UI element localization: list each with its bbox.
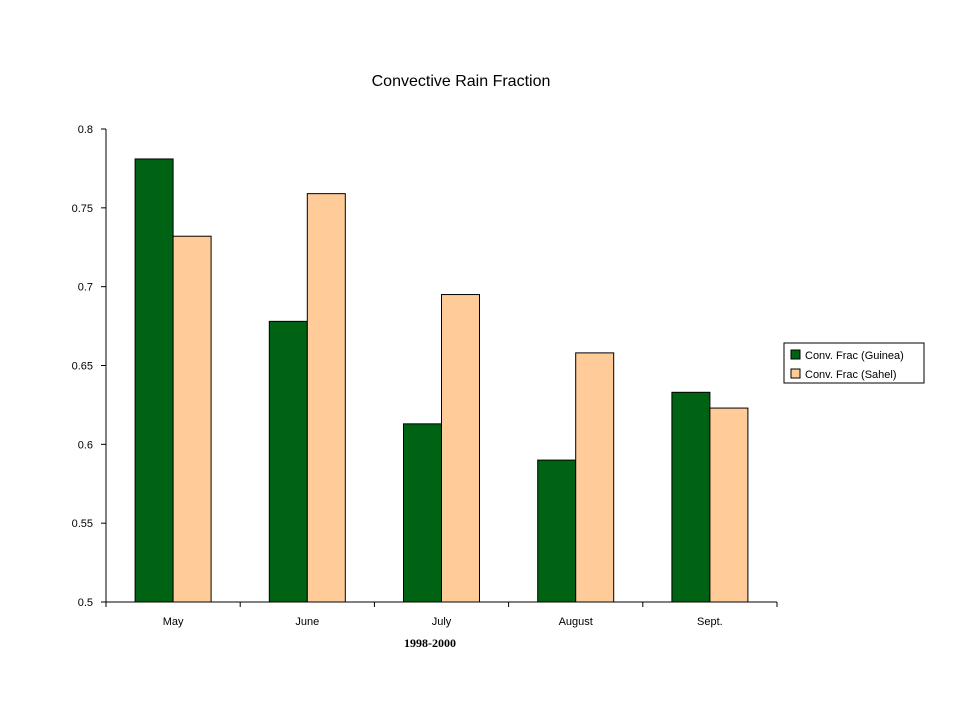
legend-label: Conv. Frac (Guinea) [805,350,904,362]
x-tick-label: August [559,616,593,628]
y-tick-label: 0.65 [72,361,93,373]
bar-guinea [403,423,442,603]
bar-sahel [172,235,212,603]
bar-sahel [306,193,346,603]
plot-area [134,158,749,603]
legend-box [783,342,925,384]
legend-swatch [790,368,801,379]
x-tick-label: June [295,616,319,628]
bar-sahel [709,407,749,603]
bar-guinea [671,391,711,603]
legend: Conv. Frac (Guinea) Conv. Frac (Sahel) [783,342,925,384]
x-tick-label: July [432,616,452,628]
y-tick-label: 0.5 [78,597,93,609]
x-tick-label: May [163,616,184,628]
y-tick-label: 0.6 [78,439,93,451]
x-tick-label: Sept. [697,616,723,628]
y-tick-label: 0.8 [78,124,93,136]
bar-sahel [441,294,480,603]
bar-guinea [134,158,174,603]
y-tick-label: 0.7 [78,282,93,294]
bar-guinea [268,320,308,603]
legend-label: Conv. Frac (Sahel) [805,369,897,381]
axes: 0.5 0.55 0.6 0.65 0.7 0.75 0.8 May June July Augus… [72,124,778,628]
chart-title: Convective Rain Fraction [372,73,551,90]
bar-guinea [537,459,577,603]
y-tick-label: 0.75 [72,203,93,215]
y-tick-label: 0.55 [72,518,93,530]
bar-sahel [575,352,615,603]
x-axis-label: 1998-2000 [404,636,456,650]
legend-swatch [790,349,801,360]
